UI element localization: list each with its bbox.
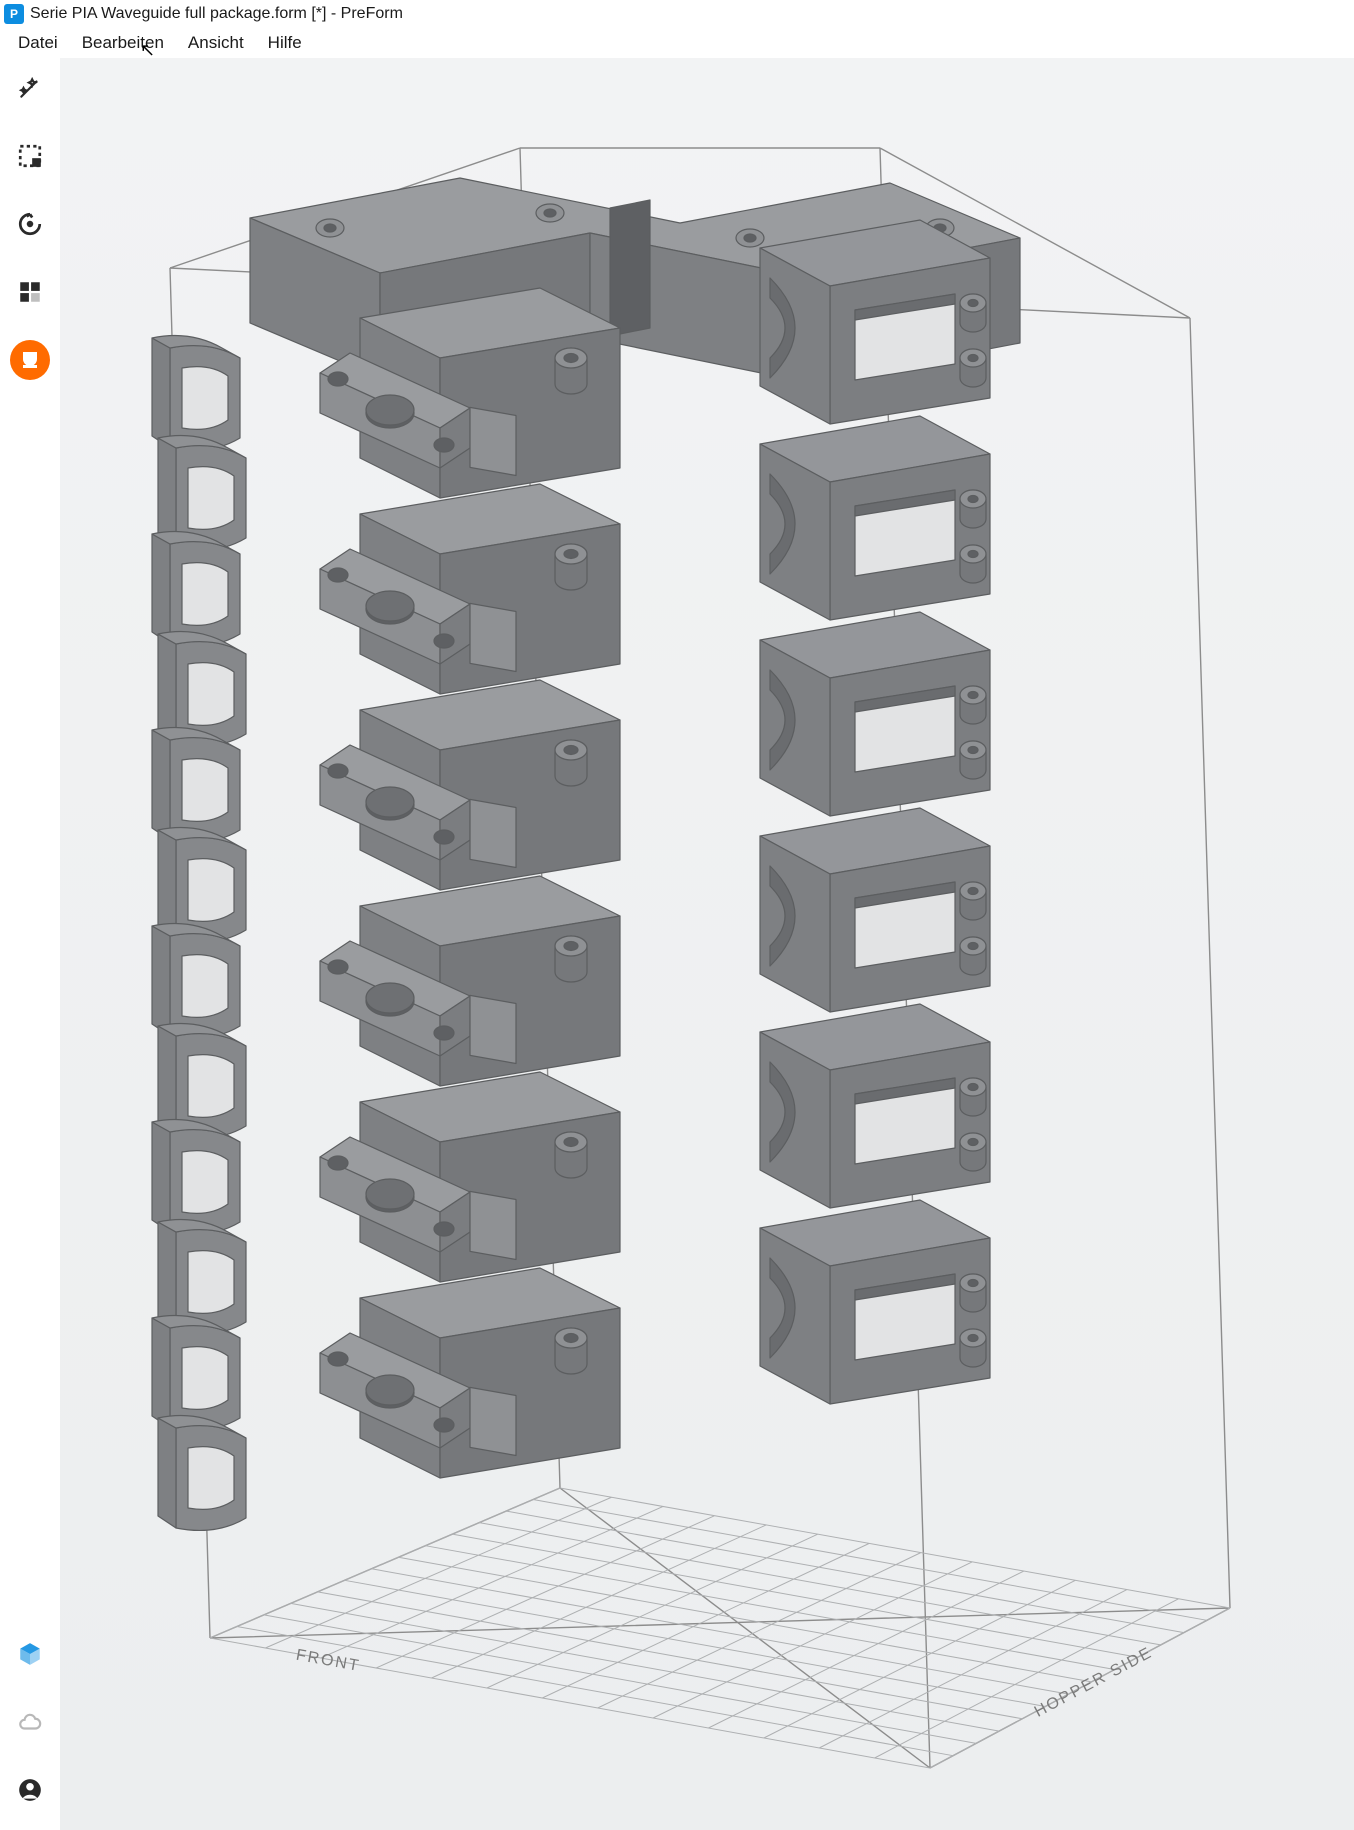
layout-button[interactable] [10, 272, 50, 312]
build-label-front: FRONT [295, 1647, 362, 1675]
account-icon [17, 1777, 43, 1803]
cloud-icon [17, 1709, 43, 1735]
window-title: Serie PIA Waveguide full package.form [*… [30, 5, 403, 23]
menubar: Datei Bearbeiten Ansicht Hilfe [0, 28, 1354, 58]
menu-view[interactable]: Ansicht [176, 29, 256, 57]
cloud-button[interactable] [10, 1702, 50, 1742]
view-cube-button[interactable] [10, 1634, 50, 1674]
model-parts [152, 178, 1020, 1530]
viewport-3d[interactable]: FRONT HOPPER SIDE [60, 58, 1354, 1830]
build-label-side: HOPPER SIDE [1032, 1644, 1156, 1721]
layout-icon [17, 279, 43, 305]
orient-icon [17, 211, 43, 237]
supports-button[interactable] [10, 340, 50, 380]
app-icon: P [4, 4, 24, 24]
left-toolbar-bottom [0, 1634, 60, 1810]
titlebar: P Serie PIA Waveguide full package.form … [0, 0, 1354, 28]
build-platform-grid [210, 1488, 1230, 1768]
orient-button[interactable] [10, 204, 50, 244]
view-cube-icon [17, 1641, 43, 1667]
left-toolbar [0, 58, 60, 1830]
magic-wand-icon [17, 75, 43, 101]
menu-file[interactable]: Datei [6, 29, 70, 57]
workspace: FRONT HOPPER SIDE [0, 58, 1354, 1830]
viewport-canvas: FRONT HOPPER SIDE [60, 58, 1354, 1830]
supports-icon [18, 348, 42, 372]
marquee-select-icon [17, 143, 43, 169]
account-button[interactable] [10, 1770, 50, 1810]
magic-wand-button[interactable] [10, 68, 50, 108]
menu-help[interactable]: Hilfe [256, 29, 314, 57]
menu-edit[interactable]: Bearbeiten [70, 29, 176, 57]
marquee-select-button[interactable] [10, 136, 50, 176]
